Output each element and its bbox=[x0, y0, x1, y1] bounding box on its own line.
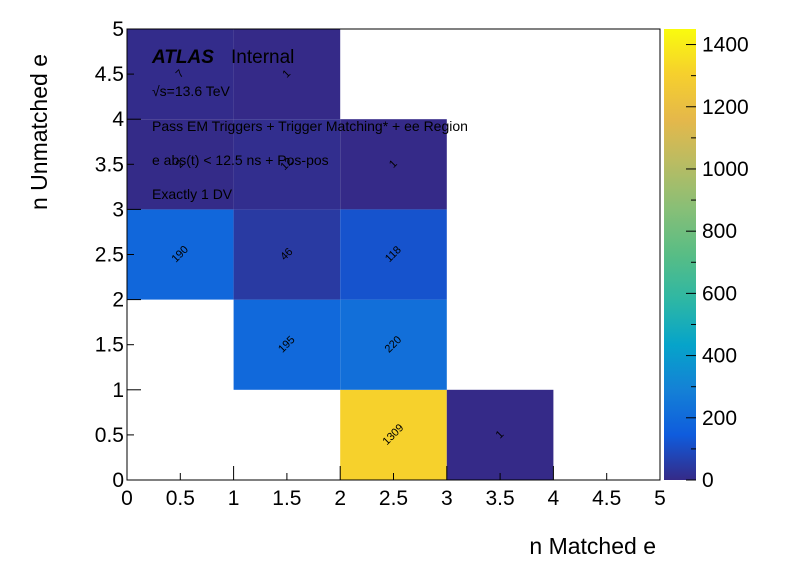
x-tick-label: 5 bbox=[654, 487, 666, 510]
y-tick-label: 4 bbox=[112, 108, 124, 131]
heatmap-cell bbox=[340, 119, 447, 210]
selection-line-1: Pass EM Triggers + Trigger Matching* + e… bbox=[152, 118, 468, 134]
y-axis: 0 0.5 1 1.5 2 2.5 3 3.5 4 4.5 5 bbox=[95, 18, 141, 492]
heatmap-cell bbox=[340, 209, 447, 300]
y-tick-label: 3.5 bbox=[95, 153, 124, 176]
x-tick-label: 2.5 bbox=[379, 487, 408, 510]
x-tick-label: 2 bbox=[334, 487, 346, 510]
y-tick-label: 5 bbox=[112, 18, 124, 41]
x-axis: 0 0.5 1 1.5 2 2.5 3 3.5 4 4.5 5 bbox=[121, 466, 666, 510]
heatmap-cells bbox=[127, 29, 554, 480]
y-axis-title: n Unmatched e bbox=[26, 54, 52, 210]
x-tick-label: 0 bbox=[121, 487, 133, 510]
heatmap-cell bbox=[233, 209, 341, 300]
heatmap-cell bbox=[127, 119, 234, 210]
y-tick-label: 4.5 bbox=[95, 63, 124, 86]
x-tick-label: 1 bbox=[228, 487, 240, 510]
colorbar-tick-label: 1000 bbox=[702, 158, 749, 181]
x-tick-label: 1.5 bbox=[272, 487, 301, 510]
heatmap-cell bbox=[446, 389, 554, 480]
heatmap-cell bbox=[340, 389, 447, 480]
colorbar-tick-label: 1400 bbox=[702, 34, 749, 57]
x-tick-label: 4 bbox=[548, 487, 560, 510]
y-tick-label: 3 bbox=[112, 198, 124, 221]
y-tick-label: 0 bbox=[112, 469, 124, 492]
colorbar-tick-label: 800 bbox=[702, 220, 737, 243]
energy-label: √s=13.6 TeV bbox=[152, 83, 231, 99]
y-tick-label: 1.5 bbox=[95, 334, 124, 357]
heatmap-cell bbox=[233, 299, 341, 390]
colorbar-tick-label: 1200 bbox=[702, 96, 749, 119]
y-tick-label: 2.5 bbox=[95, 244, 124, 267]
y-tick-label: 1 bbox=[112, 379, 124, 402]
colorbar-axis: 0 200 400 600 800 1000 1200 1400 bbox=[686, 34, 749, 492]
selection-line-3: Exactly 1 DV bbox=[152, 186, 233, 202]
colorbar-tick-label: 600 bbox=[702, 282, 737, 305]
y-tick-label: 0.5 bbox=[95, 424, 124, 447]
x-tick-label: 4.5 bbox=[592, 487, 621, 510]
heatmap-cell bbox=[127, 29, 234, 120]
heatmap-cell bbox=[233, 119, 341, 210]
heatmap-cell bbox=[233, 29, 341, 120]
plot-annotations: ATLAS Internal √s=13.6 TeV Pass EM Trigg… bbox=[151, 47, 468, 202]
heatmap-cell bbox=[340, 299, 447, 390]
y-tick-label: 2 bbox=[112, 289, 124, 312]
colorbar-tick-label: 200 bbox=[702, 407, 737, 430]
x-tick-label: 3.5 bbox=[485, 487, 514, 510]
selection-line-2: e abs(t) < 12.5 ns + Pos-pos bbox=[152, 152, 329, 168]
colorbar bbox=[664, 29, 696, 480]
x-tick-label: 3 bbox=[441, 487, 453, 510]
heatmap-cell bbox=[127, 209, 234, 300]
x-tick-label: 0.5 bbox=[166, 487, 195, 510]
colorbar-tick-label: 400 bbox=[702, 345, 737, 368]
internal-label: Internal bbox=[231, 47, 294, 68]
x-axis-title: n Matched e bbox=[529, 533, 656, 559]
colorbar-tick-label: 0 bbox=[702, 469, 714, 492]
atlas-label: ATLAS bbox=[151, 47, 214, 68]
